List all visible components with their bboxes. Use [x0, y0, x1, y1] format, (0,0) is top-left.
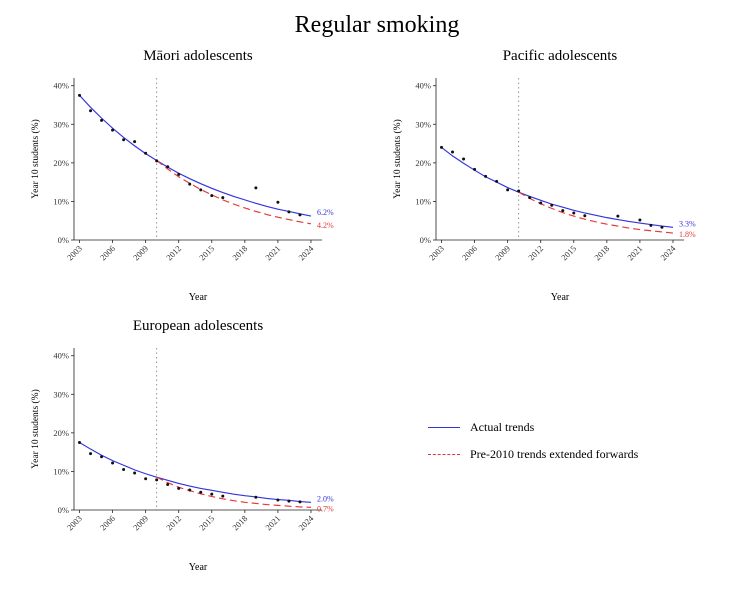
x-tick-label: 2018 [592, 243, 611, 262]
panel-title-european: European adolescents [132, 318, 264, 334]
x-tick-label: 2009 [131, 243, 150, 262]
x-tick-label: 2021 [625, 243, 644, 262]
x-tick-label: 2024 [296, 243, 316, 263]
end-label-projected: 0.7% [317, 504, 334, 513]
chart-svg-european: 0% 10% 20% 30% 40% 2003 2006 2009 2012 2015 2018 20… [30, 348, 334, 573]
projected-line-swatch [428, 454, 460, 455]
x-tick-label: 2021 [263, 243, 282, 262]
x-tick-label: 2015 [559, 243, 578, 262]
observed-points [440, 145, 664, 229]
projected-trend-line [156, 476, 311, 508]
panel-title-pacific: Pacific adolescents [502, 48, 618, 64]
panel-european: European adolescents 0% 10% 20% 30% 40% 2003 2… [28, 316, 368, 574]
panel-maori: Māori adolescents 0% 10% 20% 30% 40% 2003 2006… [28, 46, 368, 304]
x-tick-label: 2006 [460, 243, 479, 262]
x-tick-label: 2015 [197, 513, 216, 532]
legend-label-actual: Actual trends [470, 420, 535, 434]
y-tick-label: 10% [53, 466, 69, 476]
x-tick-label: 2006 [98, 513, 117, 532]
legend-label-projected: Pre-2010 trends extended forwards [470, 447, 639, 461]
actual-trend-line [441, 146, 674, 228]
end-label-projected: 4.2% [317, 221, 334, 230]
y-tick-label: 10% [53, 196, 69, 206]
end-label-actual: 3.3% [679, 219, 696, 228]
end-label-projected: 1.8% [679, 230, 696, 239]
x-tick-label: 2003 [65, 243, 84, 262]
panel-pacific: Pacific adolescents 0% 10% 20% 30% 40% 2003 20… [390, 46, 730, 304]
x-tick-label: 2024 [296, 513, 316, 533]
end-label-actual: 6.2% [317, 208, 334, 217]
y-tick-label: 40% [53, 81, 69, 91]
chart-svg-pacific: 0% 10% 20% 30% 40% 2003 2006 2009 2012 2015 2018 20… [392, 78, 696, 303]
y-tick-label: 20% [53, 158, 69, 168]
y-tick-label: 40% [53, 351, 69, 361]
page-title: Regular smoking [294, 12, 460, 38]
legend-item-projected: Pre-2010 trends extended forwards [428, 447, 638, 462]
y-tick-label: 0% [58, 235, 69, 245]
y-tick-label: 30% [415, 119, 431, 129]
y-tick-label: 10% [415, 196, 431, 206]
x-tick-label: 2003 [427, 243, 446, 262]
projected-trend-line [518, 191, 674, 234]
x-tick-label: 2012 [164, 513, 183, 532]
observed-points [78, 441, 302, 504]
x-axis-label: Year [189, 562, 208, 573]
end-label-actual: 2.0% [317, 494, 334, 503]
y-axis-label: Year 10 students (%) [392, 119, 403, 199]
panel-title-maori: Māori adolescents [143, 48, 253, 64]
projected-trend-line [156, 160, 312, 225]
y-tick-label: 20% [415, 158, 431, 168]
x-axis-label: Year [551, 292, 570, 303]
x-tick-label: 2015 [197, 243, 216, 262]
x-axis-label: Year [189, 292, 208, 303]
x-tick-label: 2012 [164, 243, 183, 262]
x-tick-label: 2024 [658, 243, 678, 263]
x-tick-label: 2018 [230, 513, 249, 532]
y-tick-label: 20% [53, 428, 69, 438]
x-tick-label: 2003 [65, 513, 84, 532]
chart-svg-maori: 0% 10% 20% 30% 40% 2003 2006 2009 2012 2015 2018 20… [30, 78, 334, 303]
x-tick-label: 2009 [131, 513, 150, 532]
y-axis-label: Year 10 students (%) [30, 389, 41, 469]
x-tick-label: 2012 [526, 243, 545, 262]
y-tick-label: 0% [58, 505, 69, 515]
y-tick-label: 40% [415, 81, 431, 91]
legend: Actual trends Pre-2010 trends extended f… [428, 420, 638, 474]
x-tick-label: 2009 [493, 243, 512, 262]
x-tick-label: 2018 [230, 243, 249, 262]
y-axis-label: Year 10 students (%) [30, 119, 41, 199]
actual-line-swatch [428, 427, 460, 428]
actual-trend-line [79, 442, 312, 503]
legend-item-actual: Actual trends [428, 420, 638, 435]
y-tick-label: 0% [420, 235, 431, 245]
x-tick-label: 2021 [263, 513, 282, 532]
y-tick-label: 30% [53, 389, 69, 399]
actual-trend-line [79, 94, 312, 217]
observed-points [78, 93, 302, 217]
x-tick-label: 2006 [98, 243, 117, 262]
y-tick-label: 30% [53, 119, 69, 129]
